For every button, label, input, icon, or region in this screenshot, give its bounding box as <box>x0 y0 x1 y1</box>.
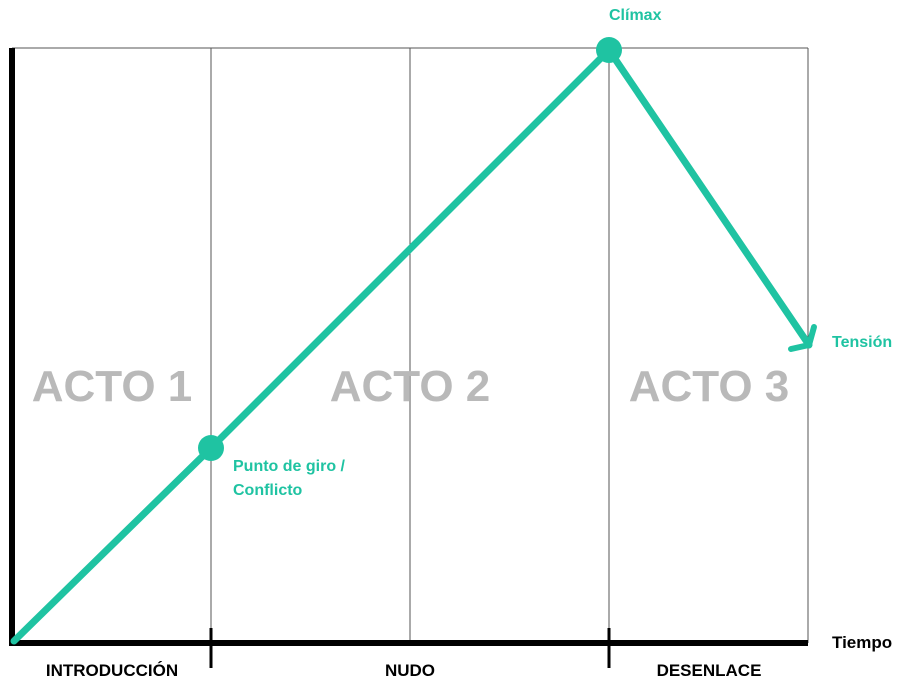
axes <box>9 48 808 668</box>
phase-nudo: NUDO <box>385 661 435 679</box>
act-1-label: ACTO 1 <box>32 362 193 411</box>
turning-point-label-line1: Punto de giro / <box>233 458 346 475</box>
tension-curve <box>10 37 817 645</box>
climax-marker <box>596 37 622 63</box>
act-frame <box>12 47 809 643</box>
turning-point-marker <box>198 435 224 461</box>
climax-label: Clímax <box>609 7 662 24</box>
phase-introduccion: INTRODUCCIÓN <box>46 661 178 679</box>
act-3-label: ACTO 3 <box>629 362 790 411</box>
x-axis-label: Tiempo <box>832 633 892 652</box>
tension-arrowhead <box>788 324 817 352</box>
turning-point-label-line2: Conflicto <box>233 482 303 499</box>
phase-desenlace: DESENLACE <box>657 661 762 679</box>
tension-line <box>10 46 813 645</box>
act-2-label: ACTO 2 <box>330 362 491 411</box>
tension-label: Tensión <box>832 334 892 351</box>
